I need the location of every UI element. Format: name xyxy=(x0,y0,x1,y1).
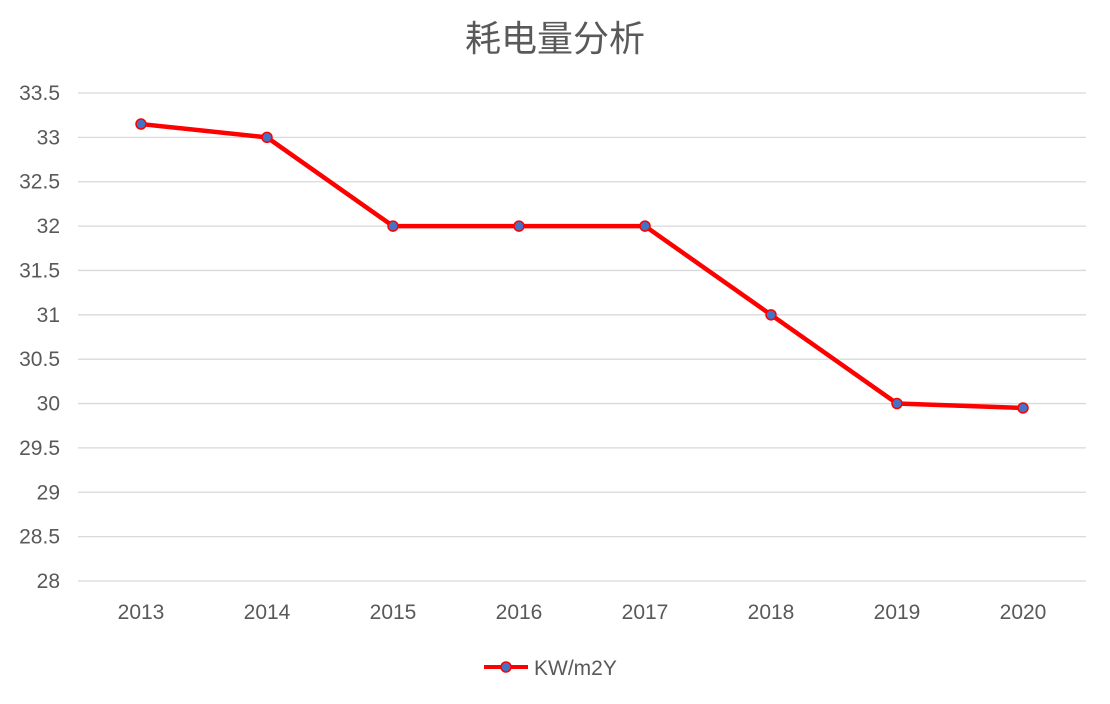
y-tick-label: 28 xyxy=(37,570,60,593)
y-tick-label: 30.5 xyxy=(19,348,60,371)
x-tick-label: 2020 xyxy=(1000,601,1047,624)
x-tick-label: 2019 xyxy=(874,601,921,624)
y-tick-label: 29 xyxy=(37,481,60,504)
legend-label: KW/m2Y xyxy=(534,657,617,680)
data-point-2016 xyxy=(513,220,525,232)
chart-title: 耗电量分析 xyxy=(465,19,645,60)
gridlines xyxy=(78,92,1086,582)
data-point-2014 xyxy=(261,131,273,144)
data-point-2019 xyxy=(891,397,903,410)
x-tick-label: 2013 xyxy=(118,601,165,624)
y-tick-label: 32 xyxy=(37,215,60,238)
x-tick-label: 2018 xyxy=(748,601,795,624)
x-tick-label: 2016 xyxy=(496,601,543,624)
x-tick-label: 2014 xyxy=(244,601,291,624)
x-axis-tick-labels: 2013 2014 2015 2016 2017 2018 2019 2020 xyxy=(118,601,1047,624)
y-tick-label: 33 xyxy=(37,126,60,149)
legend: KW/m2Y xyxy=(484,657,617,680)
data-point-2018 xyxy=(765,309,777,321)
series-kw-m2y xyxy=(135,118,1029,414)
data-point-2017 xyxy=(639,220,651,232)
data-point-2013 xyxy=(135,118,147,130)
data-point-2020 xyxy=(1017,402,1029,414)
y-tick-label: 30 xyxy=(37,393,60,416)
x-tick-label: 2017 xyxy=(622,601,669,624)
series-line xyxy=(138,121,1026,411)
y-axis-tick-labels: 28 28.5 29 29.5 30 30.5 31 31.5 32 32.5 33 33.5 xyxy=(19,82,60,593)
y-tick-label: 28.5 xyxy=(19,526,60,549)
y-tick-label: 29.5 xyxy=(19,437,60,460)
data-point-2015 xyxy=(387,220,399,232)
y-tick-label: 33.5 xyxy=(19,82,60,105)
y-tick-label: 31.5 xyxy=(19,259,60,282)
x-tick-label: 2015 xyxy=(370,601,417,624)
legend-marker-swatch xyxy=(500,661,512,673)
y-tick-label: 32.5 xyxy=(19,171,60,194)
y-tick-label: 31 xyxy=(37,304,60,327)
